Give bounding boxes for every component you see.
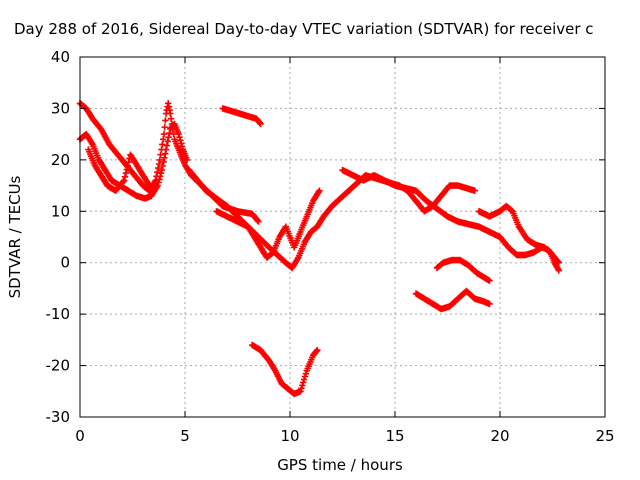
y-axis-title: SDTVAR / TECUs [6, 175, 24, 298]
data-series [433, 256, 493, 284]
data-point [123, 166, 130, 173]
data-point [120, 178, 127, 185]
x-tick-label: 25 [595, 427, 614, 445]
data-point [255, 218, 262, 225]
data-series [219, 105, 264, 128]
data-point [176, 134, 183, 141]
data-point [157, 173, 164, 180]
data-point [314, 346, 321, 354]
y-tick-label: 10 [51, 202, 70, 220]
tick-labels: 0 5 10 15 20 25 -30 -20 -10 0 10 20 30 40 [46, 48, 615, 445]
data-point [178, 140, 185, 147]
data-point [297, 388, 304, 395]
x-tick-label: 0 [75, 427, 85, 445]
y-tick-label: -20 [46, 357, 71, 375]
data-point [256, 119, 263, 126]
y-tick-label: 30 [51, 99, 70, 117]
axis-ticks [79, 56, 606, 418]
data-point [146, 182, 153, 189]
data-point [162, 117, 169, 124]
data-point [183, 156, 191, 164]
data-series [213, 187, 323, 261]
data-series [85, 146, 153, 194]
data-point [300, 379, 307, 386]
data-point [555, 267, 562, 274]
y-tick-label: -10 [46, 305, 71, 323]
data-point [161, 124, 168, 131]
data-point [122, 169, 130, 177]
data-point [257, 120, 264, 128]
data-point [161, 154, 168, 161]
data-point [160, 130, 168, 138]
data-point [120, 177, 128, 184]
data-point [159, 162, 166, 170]
data-series [339, 166, 562, 266]
data-point [125, 158, 132, 166]
data-point [167, 115, 175, 122]
data-series [412, 287, 493, 313]
x-axis-title: GPS time / hours [277, 456, 403, 474]
data-point [124, 162, 131, 169]
plot-frame [79, 56, 606, 418]
data-point [159, 141, 166, 148]
data-point [165, 134, 172, 141]
data-point [163, 142, 171, 149]
data-point [486, 277, 493, 284]
y-tick-label: 0 [60, 254, 70, 272]
y-tick-label: 40 [51, 48, 70, 66]
x-tick-label: 5 [180, 427, 190, 445]
data-series [249, 341, 321, 398]
data-point [316, 187, 323, 194]
data-point [471, 187, 478, 194]
data-point [302, 370, 310, 377]
x-tick-label: 10 [280, 427, 299, 445]
x-tick-label: 20 [490, 427, 509, 445]
data-series [475, 202, 562, 274]
data-point [254, 217, 261, 224]
y-tick-label: -30 [46, 408, 71, 426]
data-point [121, 173, 129, 180]
data-point [157, 151, 164, 158]
y-tick-label: 20 [51, 151, 70, 169]
data-series-layer [76, 100, 562, 398]
data-point [155, 179, 162, 186]
x-tick-label: 15 [385, 427, 404, 445]
data-point [154, 164, 162, 172]
data-series [76, 100, 262, 225]
chart-title: Day 288 of 2016, Sidereal Day-to-day VTE… [14, 20, 594, 38]
data-point [486, 300, 493, 308]
